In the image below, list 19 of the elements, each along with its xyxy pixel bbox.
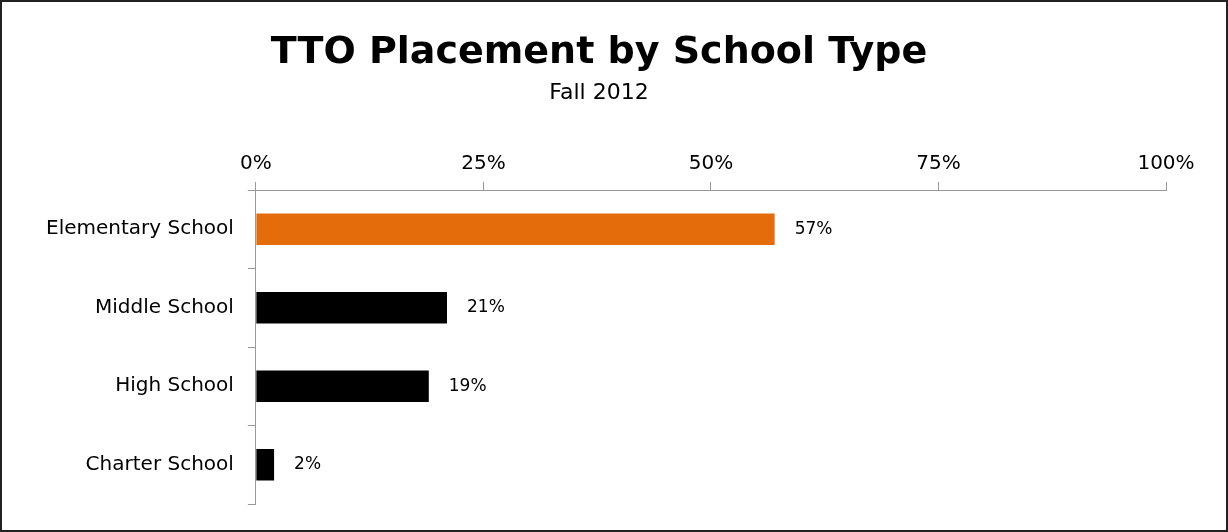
x-tick-label: 100%	[1137, 150, 1195, 175]
bar	[256, 213, 775, 245]
data-label: 19%	[448, 374, 487, 395]
bar	[256, 292, 447, 324]
chart-title: TTO Placement by School Type	[270, 27, 928, 72]
x-tick-label: 0%	[240, 150, 272, 175]
data-label: 57%	[794, 217, 833, 238]
y-tick-label: Middle School	[95, 293, 234, 318]
chart-subtitle: Fall 2012	[549, 78, 649, 104]
y-tick-label: Elementary School	[46, 215, 234, 240]
data-label: 21%	[467, 296, 505, 317]
x-tick-label: 50%	[688, 150, 734, 175]
y-tick-label: Charter School	[85, 450, 234, 475]
y-tick-label: High School	[115, 372, 234, 397]
bar	[256, 370, 429, 402]
bar	[256, 449, 275, 481]
x-tick-label: 75%	[916, 150, 961, 175]
x-tick-label: 25%	[461, 150, 506, 175]
data-label: 2%	[294, 453, 322, 474]
